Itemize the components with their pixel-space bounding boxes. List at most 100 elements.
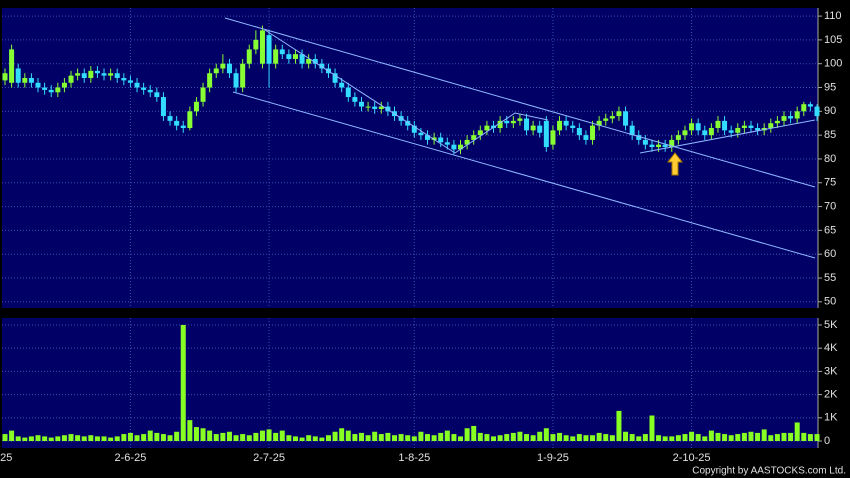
- candle-body: [741, 125, 747, 128]
- volume-bar: [141, 434, 147, 442]
- candle-body: [583, 135, 589, 140]
- volume-bar: [352, 434, 358, 442]
- candle-body: [42, 87, 48, 90]
- y-tick-label: 3K: [824, 365, 838, 377]
- volume-bar: [609, 435, 615, 442]
- volume-bar: [35, 435, 41, 442]
- candle-body: [504, 120, 510, 124]
- candle-body: [557, 120, 563, 131]
- volume-bar: [517, 431, 523, 442]
- volume-bar: [583, 435, 589, 442]
- volume-bar: [735, 434, 741, 442]
- candle-body: [121, 78, 127, 81]
- volume-bar: [557, 432, 563, 442]
- candle-body: [755, 128, 761, 131]
- volume-bar: [358, 432, 364, 442]
- candle-body: [603, 118, 609, 121]
- candle-body: [55, 87, 61, 93]
- candle-body: [279, 49, 285, 55]
- candle-body: [788, 116, 794, 119]
- candle-body: [286, 54, 292, 59]
- candle-body: [675, 135, 681, 140]
- candle-body: [590, 125, 596, 140]
- volume-bar: [273, 432, 279, 442]
- volume-bar: [385, 432, 391, 442]
- volume-bar: [504, 434, 510, 442]
- volume-bar: [543, 428, 549, 442]
- volume-bar: [682, 434, 688, 442]
- candle-body: [570, 125, 576, 128]
- volume-bar: [398, 434, 404, 442]
- volume-bar: [101, 436, 107, 442]
- volume-bar: [642, 434, 648, 442]
- volume-bar: [794, 422, 800, 442]
- volume-bar: [715, 432, 721, 442]
- volume-bar: [42, 436, 48, 442]
- candle-body: [134, 82, 140, 88]
- volume-bar: [108, 437, 114, 442]
- y-tick-label: 50: [824, 296, 836, 308]
- volume-bar: [121, 434, 127, 442]
- volume-bar: [55, 436, 61, 442]
- candle-body: [471, 135, 477, 140]
- volume-bar: [312, 436, 318, 442]
- candle-body: [477, 130, 483, 136]
- volume-bar: [345, 430, 351, 442]
- y-tick-label: 100: [824, 58, 842, 70]
- volume-bar: [497, 435, 503, 442]
- volume-bar: [774, 434, 780, 442]
- volume-bar: [220, 432, 226, 442]
- volume-bar: [365, 435, 371, 442]
- candle-body: [774, 120, 780, 124]
- candle-body: [160, 97, 166, 117]
- candle-body: [524, 118, 530, 131]
- volume-bar: [708, 430, 714, 442]
- volume-bar: [537, 431, 543, 442]
- candle-body: [220, 63, 226, 69]
- candle-body: [187, 111, 193, 128]
- candle-body: [226, 63, 232, 74]
- candle-body: [715, 120, 721, 128]
- volume-bar: [134, 435, 140, 442]
- candle-body: [695, 123, 701, 131]
- volume-bar: [471, 425, 477, 442]
- volume-bar: [147, 430, 153, 442]
- volume-bar: [411, 436, 417, 442]
- candle-body: [35, 82, 41, 88]
- volume-bar: [563, 435, 569, 442]
- candle-body: [609, 116, 615, 119]
- volume-bar: [226, 431, 232, 442]
- volume-bar: [464, 428, 470, 442]
- candle-body: [75, 73, 81, 76]
- candle-body: [510, 120, 516, 124]
- candle-body: [180, 125, 186, 128]
- candle-body: [458, 144, 464, 150]
- candle-body: [543, 120, 549, 148]
- candle-body: [200, 87, 206, 102]
- candle-body: [94, 70, 100, 74]
- volume-bar: [807, 434, 813, 442]
- candle-body: [497, 120, 503, 128]
- candle-body: [193, 101, 199, 112]
- candle-body: [728, 130, 734, 133]
- volume-bar: [319, 437, 325, 442]
- candle-body: [28, 78, 34, 83]
- volume-bar: [695, 434, 701, 442]
- candle-body: [167, 116, 173, 121]
- volume-bar: [240, 434, 246, 442]
- volume-bar: [378, 434, 384, 442]
- volume-bar: [81, 436, 87, 442]
- y-tick-label: 0: [824, 435, 830, 447]
- candle-body: [88, 70, 94, 78]
- volume-bar: [649, 415, 655, 442]
- volume-bar: [530, 435, 536, 442]
- y-tick-label: 105: [824, 34, 842, 46]
- candle-body: [154, 92, 160, 98]
- candle-body: [537, 125, 543, 133]
- volume-bar: [286, 435, 292, 442]
- trend-line: [639, 119, 816, 154]
- candle-body: [642, 139, 648, 145]
- volume-bar: [616, 410, 622, 442]
- candle-body: [358, 101, 364, 107]
